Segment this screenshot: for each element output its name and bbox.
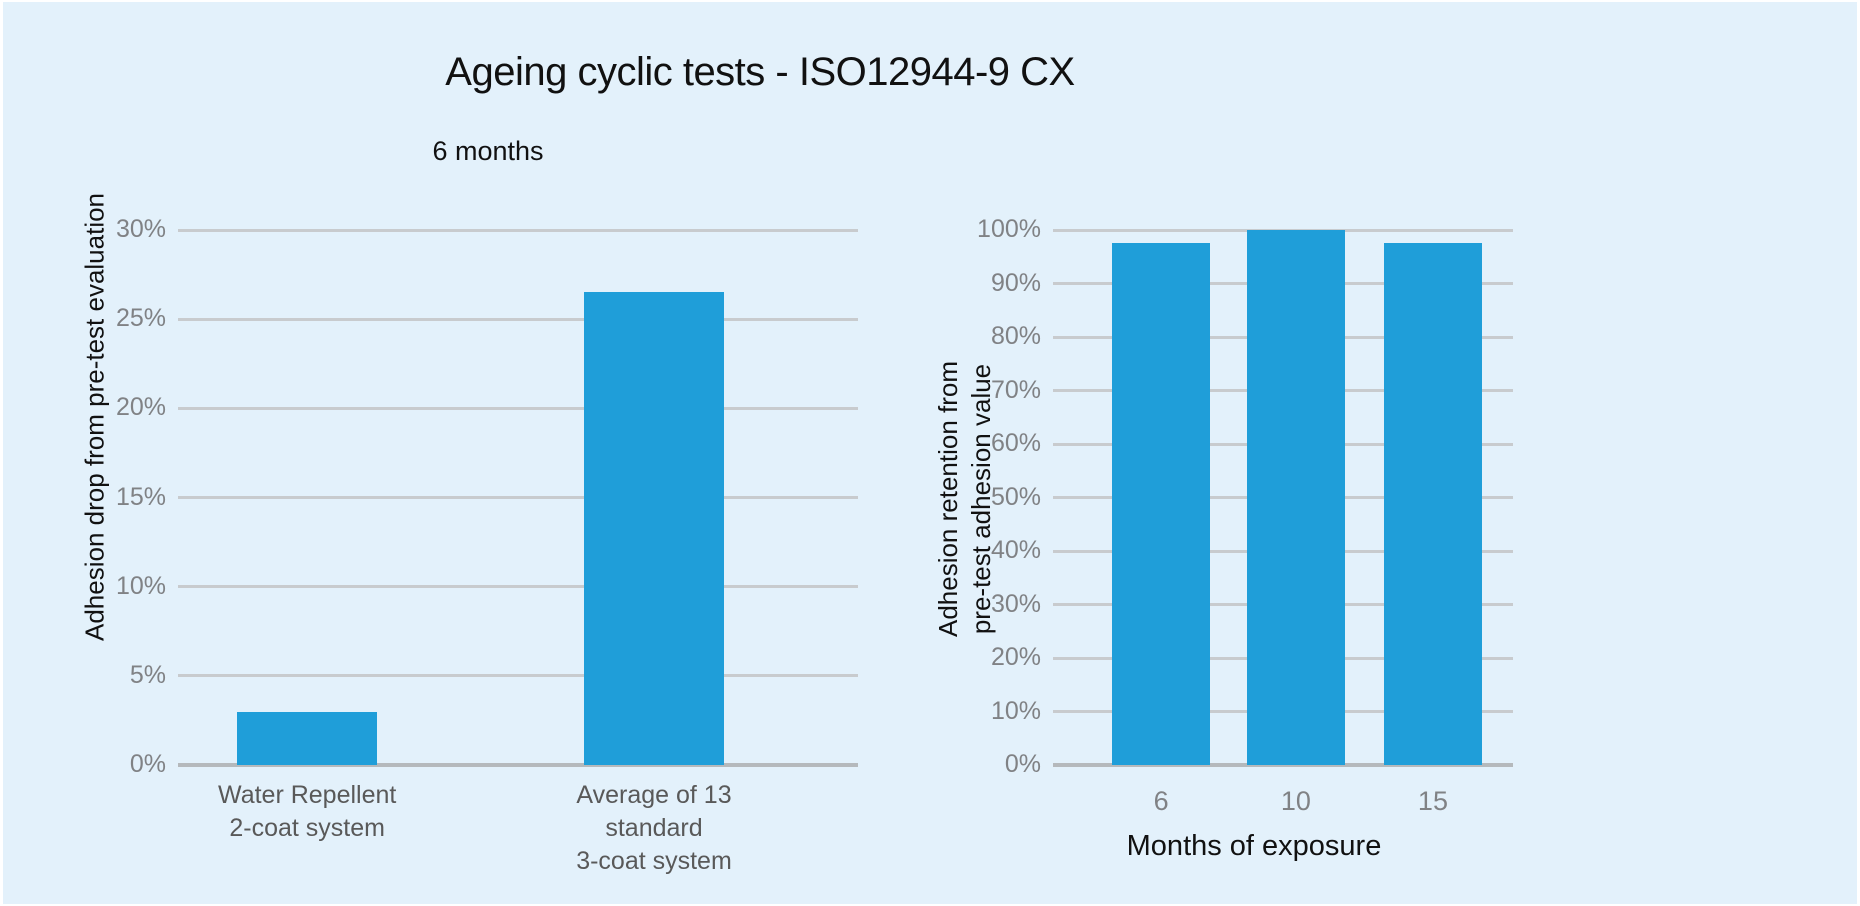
y-tick-label: 50%: [990, 482, 1041, 511]
y-tick-label: 20%: [990, 643, 1041, 671]
y-tick-label: 90%: [990, 268, 1041, 297]
gridline: [178, 406, 858, 410]
y-tick-label: 15%: [115, 482, 166, 511]
y-tick-label: 100%: [977, 215, 1041, 243]
y-tick-label: 30%: [115, 215, 166, 243]
bar-6: [1112, 243, 1211, 765]
y-tick-label: 40%: [990, 536, 1041, 564]
y-tick-label: 5%: [129, 660, 166, 689]
category-label: 15: [1417, 786, 1448, 816]
x-axis-title: Months of exposure: [1126, 830, 1382, 862]
category-label: Water Repellent 2-coat system: [218, 781, 397, 842]
page-title: Ageing cyclic tests - ISO12944-9 CX: [445, 50, 1075, 94]
chart-subtitle: 6 months: [432, 136, 544, 166]
y-tick-label: 70%: [990, 375, 1041, 404]
chart-panel-background: Ageing cyclic tests - ISO12944-9 CX 0% 5%…: [3, 2, 1857, 904]
bar-15: [1383, 243, 1482, 765]
category-label: 6: [1153, 786, 1169, 816]
gridline: [178, 496, 858, 499]
y-tick-label: 60%: [990, 429, 1041, 457]
left-chart-plot-area: 0% 5% 10% 15% 20% 25% 30% Water Repellent 2-coa…: [116, 217, 858, 875]
y-tick-label: 80%: [990, 322, 1041, 350]
x-axis-line: [1053, 763, 1513, 767]
x-axis-line: [178, 763, 858, 767]
gridline: [178, 228, 858, 232]
right-chart-plot-area: 0% 10% 20% 30% 40% 50% 60% 70% 80% 90% 100% 6 10 15: [977, 217, 1513, 816]
y-tick-label: 30%: [990, 589, 1041, 618]
y-tick-label: 20%: [115, 393, 166, 422]
y-tick-label: 10%: [990, 696, 1041, 725]
y-tick-label: 0%: [129, 750, 166, 778]
y-tick-label: 10%: [115, 571, 166, 600]
gridline: [178, 585, 858, 589]
bar-average-of-13-standard: [584, 292, 724, 765]
category-label: 10: [1280, 786, 1311, 816]
y-tick-label: 25%: [115, 304, 166, 333]
gridline: [178, 317, 858, 321]
y-tick-label: 0%: [1004, 750, 1041, 778]
y-axis-title: Adhesion drop from pre-test evaluation: [79, 192, 110, 642]
bar-10: [1246, 230, 1345, 765]
bar-water-repellent: [237, 711, 378, 765]
category-label: Average of 13 standard 3-coat system: [576, 781, 732, 875]
gridline: [178, 674, 858, 678]
y-axis-title: Adhesion retention from pre-test adhesio…: [933, 360, 996, 638]
